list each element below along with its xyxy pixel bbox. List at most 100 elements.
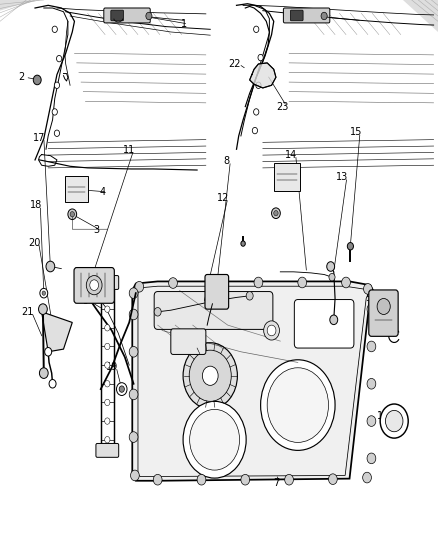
Circle shape (363, 472, 371, 483)
Circle shape (129, 389, 138, 400)
Circle shape (342, 277, 350, 288)
Text: 7: 7 (273, 478, 279, 488)
Circle shape (146, 12, 152, 20)
Circle shape (49, 379, 56, 388)
FancyBboxPatch shape (290, 10, 303, 21)
Circle shape (39, 304, 47, 314)
Polygon shape (132, 281, 373, 481)
Circle shape (329, 273, 335, 281)
Text: 19: 19 (106, 362, 118, 372)
Circle shape (129, 432, 138, 442)
Text: 10: 10 (377, 411, 389, 421)
FancyBboxPatch shape (294, 300, 354, 348)
Circle shape (258, 54, 263, 61)
Circle shape (261, 360, 335, 450)
Polygon shape (0, 0, 35, 11)
Polygon shape (42, 312, 72, 352)
Text: 21: 21 (21, 307, 33, 317)
Circle shape (272, 208, 280, 219)
Circle shape (105, 343, 110, 350)
Circle shape (202, 366, 218, 385)
Circle shape (210, 277, 219, 288)
Circle shape (129, 309, 138, 320)
Circle shape (68, 209, 77, 220)
Circle shape (105, 325, 110, 331)
Circle shape (197, 474, 206, 485)
Circle shape (274, 211, 278, 216)
Text: 15: 15 (350, 127, 362, 137)
Circle shape (367, 341, 376, 352)
Polygon shape (403, 0, 438, 32)
Circle shape (135, 281, 144, 292)
Circle shape (129, 346, 138, 357)
Circle shape (105, 381, 110, 387)
Text: 11: 11 (123, 146, 135, 155)
Circle shape (377, 298, 390, 314)
Circle shape (105, 362, 110, 368)
Circle shape (285, 474, 293, 485)
Circle shape (105, 437, 110, 443)
Circle shape (330, 315, 338, 325)
Circle shape (367, 304, 376, 314)
Circle shape (367, 453, 376, 464)
Circle shape (117, 383, 127, 395)
Circle shape (254, 109, 259, 115)
Text: 9: 9 (82, 296, 88, 306)
Circle shape (241, 474, 250, 485)
Circle shape (183, 401, 246, 478)
Text: 20: 20 (28, 238, 40, 247)
Circle shape (254, 26, 259, 33)
Circle shape (131, 470, 139, 481)
Circle shape (33, 75, 41, 85)
Circle shape (54, 130, 60, 136)
FancyBboxPatch shape (74, 268, 114, 303)
Circle shape (119, 386, 124, 392)
Circle shape (328, 474, 337, 484)
Text: 12: 12 (217, 193, 230, 203)
Circle shape (252, 127, 258, 134)
Text: 14: 14 (285, 150, 297, 159)
Text: 17: 17 (33, 133, 46, 142)
Circle shape (380, 404, 408, 438)
FancyBboxPatch shape (96, 443, 119, 457)
Circle shape (169, 278, 177, 288)
Text: 18: 18 (30, 200, 42, 210)
Circle shape (129, 288, 138, 298)
Circle shape (57, 55, 62, 62)
Circle shape (347, 243, 353, 250)
FancyBboxPatch shape (104, 8, 150, 23)
Circle shape (364, 284, 372, 294)
FancyBboxPatch shape (283, 8, 330, 23)
Text: 22: 22 (228, 59, 240, 69)
Circle shape (321, 12, 327, 20)
Circle shape (90, 280, 99, 290)
FancyBboxPatch shape (96, 276, 119, 289)
FancyBboxPatch shape (111, 10, 124, 21)
FancyBboxPatch shape (369, 290, 398, 336)
Text: 1: 1 (181, 19, 187, 29)
FancyBboxPatch shape (205, 274, 229, 309)
Circle shape (45, 348, 52, 356)
FancyBboxPatch shape (154, 292, 273, 329)
Circle shape (39, 368, 48, 378)
Circle shape (105, 399, 110, 406)
Circle shape (86, 276, 102, 295)
Circle shape (298, 277, 307, 288)
Text: 8: 8 (223, 156, 229, 166)
Text: 2: 2 (18, 72, 24, 82)
Text: 4: 4 (100, 187, 106, 197)
Text: 6: 6 (378, 318, 384, 327)
Circle shape (327, 262, 335, 271)
Circle shape (105, 418, 110, 424)
Circle shape (264, 321, 279, 340)
Text: 3: 3 (93, 225, 99, 235)
FancyBboxPatch shape (274, 163, 300, 191)
Circle shape (183, 343, 237, 409)
Circle shape (154, 308, 161, 316)
Circle shape (246, 292, 253, 300)
Circle shape (241, 241, 245, 246)
Circle shape (267, 368, 328, 442)
Circle shape (267, 325, 276, 336)
Circle shape (189, 350, 231, 401)
Text: 5: 5 (365, 294, 371, 303)
